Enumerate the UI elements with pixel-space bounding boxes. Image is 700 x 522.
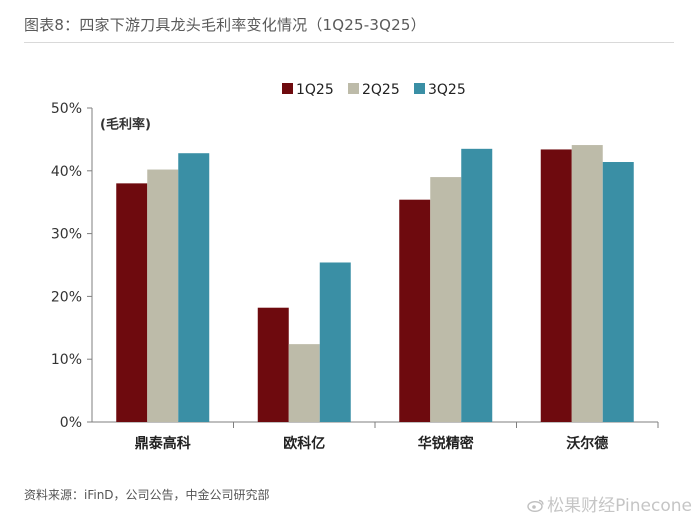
x-tick-label: 欧科亿: [283, 435, 325, 452]
y-axis-label: (毛利率): [100, 117, 151, 133]
bar: [602, 162, 634, 422]
bar: [540, 149, 572, 422]
x-tick-label: 鼎泰高科: [135, 435, 191, 452]
source-note: 资料来源：iFinD，公司公告，中金公司研究部: [24, 488, 270, 502]
legend-label: 3Q25: [428, 82, 466, 98]
legend-label: 2Q25: [362, 82, 400, 98]
gross-margin-chart: 0% 10% 20% 30% 40% 50% (毛利率) 鼎泰高科 欧科亿 华锐精密 沃尔德 1Q25…: [24, 56, 674, 476]
y-tick-label: 0%: [60, 415, 82, 431]
bar: [399, 199, 431, 422]
bar: [430, 177, 462, 422]
y-tick-label: 10%: [51, 352, 82, 368]
legend-swatch: [282, 83, 293, 94]
weibo-icon: [527, 499, 544, 512]
bar: [288, 344, 320, 422]
bar: [116, 183, 148, 422]
y-tick-label: 20%: [51, 289, 82, 305]
bar: [461, 148, 493, 422]
x-tick-label: 沃尔德: [566, 435, 608, 452]
bar: [147, 169, 179, 422]
chart-svg: 0% 10% 20% 30% 40% 50% (毛利率) 鼎泰高科 欧科亿 华锐精密 沃尔德 1Q25…: [51, 82, 659, 452]
bar: [571, 145, 603, 422]
legend-swatch: [348, 83, 359, 94]
watermark-text: 松果财经Pinecone: [547, 496, 692, 516]
figure-title: 图表8：四家下游刀具龙头毛利率变化情况（1Q25-3Q25）: [24, 16, 426, 34]
bar: [319, 262, 351, 422]
y-tick-label: 30%: [51, 227, 82, 243]
legend-label: 1Q25: [296, 82, 334, 98]
bar: [257, 307, 289, 422]
watermark: 松果财经Pinecone: [527, 491, 692, 516]
bar: [178, 153, 210, 422]
x-tick-label: 华锐精密: [418, 435, 474, 452]
y-tick-label: 40%: [51, 164, 82, 180]
legend-swatch: [414, 83, 425, 94]
title-divider: [24, 42, 674, 43]
y-tick-label: 50%: [51, 101, 82, 117]
